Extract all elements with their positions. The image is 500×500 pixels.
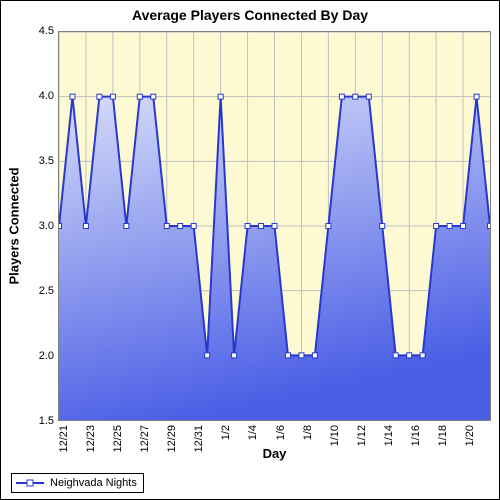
y-tick-label: 2.5 [24, 285, 54, 297]
x-axis-title: Day [58, 446, 491, 461]
plot-area [58, 31, 491, 421]
y-axis-title: Players Connected [7, 167, 22, 284]
legend: Neighvada Nights [11, 473, 144, 493]
y-tick-label: 3.5 [24, 155, 54, 167]
y-tick-label: 4.5 [24, 25, 54, 37]
y-axis-title-wrap: Players Connected [7, 31, 21, 421]
plot-svg [59, 32, 490, 420]
y-tick-label: 1.5 [24, 415, 54, 427]
legend-label: Neighvada Nights [50, 477, 137, 489]
y-tick-label: 3.0 [24, 220, 54, 232]
chart-title: Average Players Connected By Day [1, 7, 499, 23]
legend-swatch [16, 477, 44, 489]
y-tick-label: 4.0 [24, 90, 54, 102]
chart-container: Average Players Connected By Day Players… [0, 0, 500, 500]
y-tick-label: 2.0 [24, 350, 54, 362]
